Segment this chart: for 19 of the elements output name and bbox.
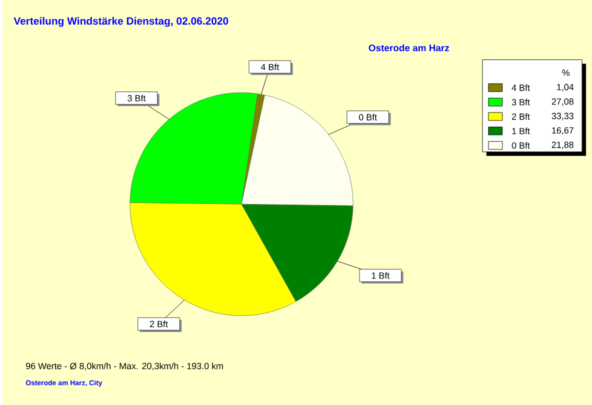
data-label: 27,08 — [552, 98, 574, 106]
chart-subtitle: Osterode am Harz — [368, 44, 450, 52]
data-label: 16,67 — [552, 127, 574, 135]
data-label: 21,88 — [552, 142, 574, 149]
legend-label: 1 Bft — [512, 128, 530, 134]
chart-title: Verteilung Windstärke Dienstag, 02.06.2020 — [14, 16, 228, 27]
slice-label: 4 Bft — [260, 63, 280, 70]
legend-label: 3 Bft — [512, 98, 530, 106]
data-label: 1,04 — [557, 84, 574, 92]
legend-title: % — [562, 69, 570, 76]
data-label: 33,33 — [552, 112, 574, 120]
slice-label: 3 Bft — [128, 94, 146, 102]
legend-label: 0 Bft — [512, 142, 530, 149]
legend-label: 2 Bft — [512, 113, 530, 120]
legend-label: 4 Bft — [512, 84, 530, 91]
slice-label: 1 Bft — [372, 272, 390, 279]
text: 96 Werte - Ø 8,0km/h - Max. 20,3km/h - 193.0 km — [26, 362, 223, 370]
slice-label: 2 Bft — [150, 320, 168, 328]
slice-label: 0 Bft — [358, 114, 377, 120]
